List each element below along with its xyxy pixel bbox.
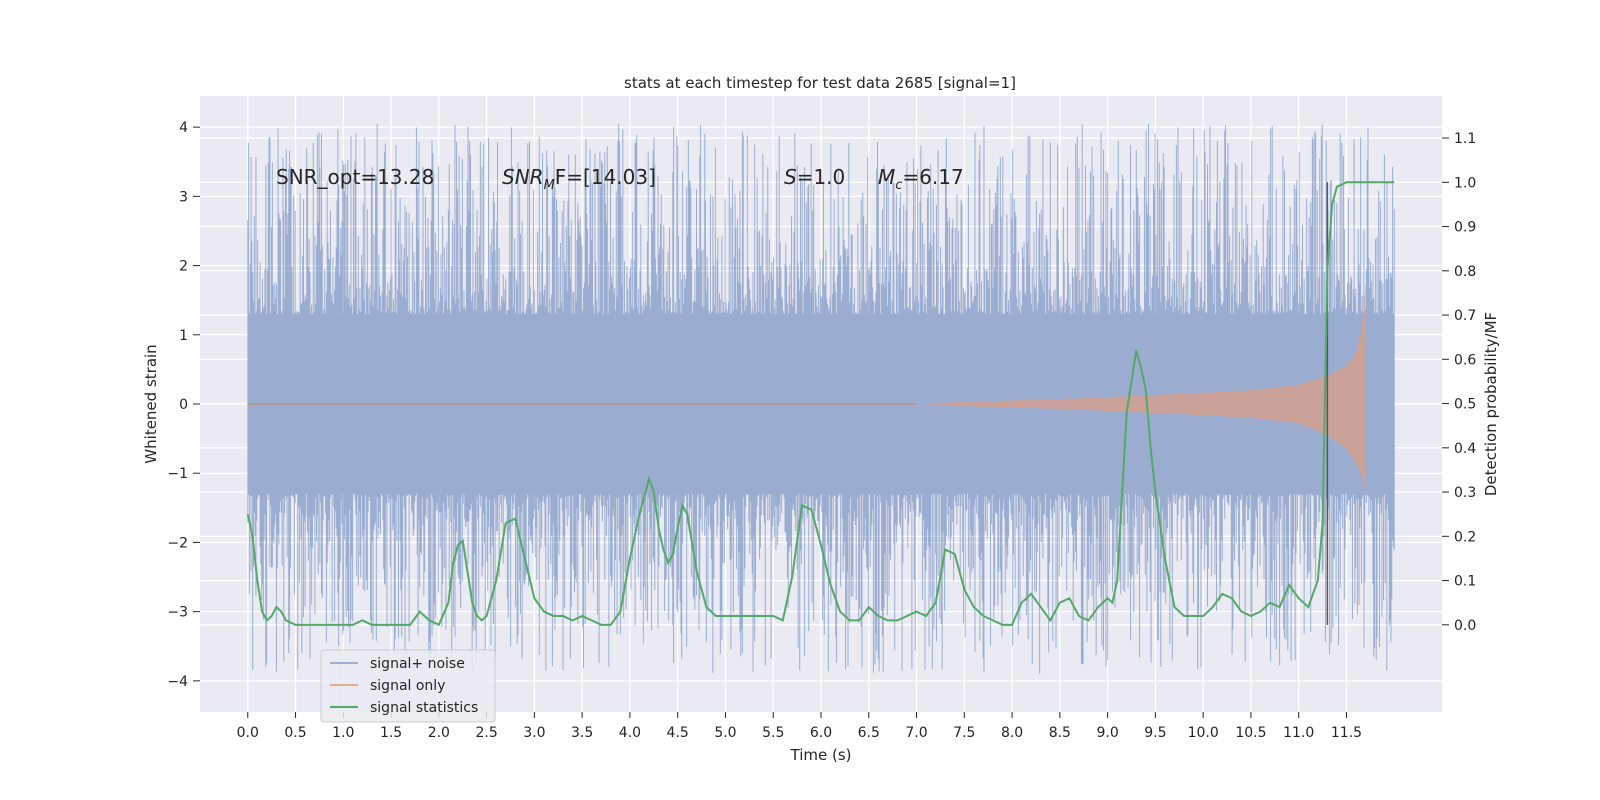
- x-tick-labels: 0.0 0.5 1.0 1.5 2.0 2.5 3.0 3.5 4.0 4.5 5.0 5.5 6.0 6…: [237, 712, 1362, 741]
- legend-label-stats: signal statistics: [370, 700, 478, 716]
- y-tick-labels: 4 3 2 1 0 −1 −2 −3 −4: [167, 120, 200, 690]
- x-tick-label: 1.0: [332, 725, 354, 741]
- x-tick-label: 8.0: [1001, 725, 1023, 741]
- y-tick-label: −2: [167, 535, 188, 551]
- x-tick-label: 6.0: [810, 725, 832, 741]
- y2-tick-labels: 1.1 1.0 0.9 0.8 0.7 0.6 0.5 0.4 0.3 0.2 0.1 0.0: [1442, 131, 1476, 634]
- y2-tick-label: 0.1: [1454, 574, 1476, 590]
- y2-tick-label: 0.5: [1454, 397, 1476, 413]
- y-tick-label: −4: [167, 674, 188, 690]
- x-axis-title: Time (s): [790, 746, 852, 764]
- x-tick-label: 10.0: [1188, 725, 1219, 741]
- annotation-snr-mf-name: SNR: [502, 165, 544, 189]
- chart-title: stats at each timestep for test data 268…: [624, 74, 1016, 92]
- y2-tick-label: 0.3: [1454, 485, 1476, 501]
- annotation-mc-value: =6.17: [902, 165, 963, 189]
- y2-axis-title: Detection probability/MF: [1482, 312, 1500, 496]
- annotation-snr-mf: SNRMF=[14.03]: [502, 165, 656, 193]
- x-tick-label: 6.5: [858, 725, 880, 741]
- annotation-snr-mf-tail: F=[14.03]: [555, 165, 656, 189]
- signal-only-series: [247, 282, 1366, 494]
- x-tick-label: 5.0: [714, 725, 736, 741]
- y2-tick-label: 0.9: [1454, 220, 1476, 236]
- x-tick-label: 7.5: [953, 725, 975, 741]
- x-tick-label: 4.5: [667, 725, 689, 741]
- y2-tick-label: 0.4: [1454, 441, 1476, 457]
- legend-label-signal: signal only: [370, 678, 445, 694]
- annotation-mc-sub: c: [895, 178, 902, 193]
- legend: signal+ noise signal only signal statist…: [320, 649, 496, 723]
- y2-tick-label: 0.8: [1454, 264, 1476, 280]
- x-tick-label: 9.5: [1144, 725, 1166, 741]
- y-tick-label: 4: [179, 120, 188, 136]
- signal-statistics-series: [246, 181, 1395, 627]
- annotation-snr-opt: SNR_opt=13.28: [276, 165, 434, 189]
- annotation-mc-name: M: [878, 165, 895, 189]
- x-tick-label: 2.5: [475, 725, 497, 741]
- annotation-s-value: =1.0: [797, 165, 846, 189]
- annotation-mc: Mc=6.17: [878, 165, 964, 193]
- signal-statistics-line: [246, 181, 1395, 627]
- y-tick-label: 0: [179, 397, 188, 413]
- x-tick-label: 9.0: [1096, 725, 1118, 741]
- y-tick-label: 1: [179, 328, 188, 344]
- y-tick-label: −1: [167, 466, 188, 482]
- x-tick-label: 11.5: [1331, 725, 1362, 741]
- y2-tick-label: 0.2: [1454, 529, 1476, 545]
- y-tick-label: −3: [167, 605, 188, 621]
- y2-tick-label: 0.7: [1454, 308, 1476, 324]
- y2-tick-label: 1.0: [1454, 175, 1476, 191]
- x-tick-label: 11.0: [1283, 725, 1314, 741]
- signal-envelope: [916, 282, 1366, 494]
- x-tick-label: 7.0: [905, 725, 927, 741]
- annotation-s: S=1.0: [784, 165, 845, 189]
- x-tick-label: 0.5: [284, 725, 306, 741]
- y-tick-label: 3: [179, 189, 188, 205]
- x-tick-label: 0.0: [237, 725, 259, 741]
- x-tick-label: 2.0: [428, 725, 450, 741]
- x-tick-label: 5.5: [762, 725, 784, 741]
- annotation-s-name: S: [784, 165, 797, 189]
- x-tick-label: 10.5: [1235, 725, 1266, 741]
- y2-tick-label: 0.6: [1454, 352, 1476, 368]
- x-tick-label: 4.0: [619, 725, 641, 741]
- x-tick-label: 3.5: [571, 725, 593, 741]
- y2-tick-label: 0.0: [1454, 618, 1476, 634]
- x-tick-label: 8.5: [1049, 725, 1071, 741]
- legend-box: [320, 649, 496, 723]
- y-axis-title: Whitened strain: [142, 344, 160, 463]
- y-tick-label: 2: [179, 259, 188, 275]
- x-tick-label: 3.0: [523, 725, 545, 741]
- x-tick-label: 1.5: [380, 725, 402, 741]
- annotation-snr-mf-sub: M: [544, 178, 555, 193]
- y2-tick-label: 1.1: [1454, 131, 1476, 147]
- legend-label-noise: signal+ noise: [370, 656, 465, 672]
